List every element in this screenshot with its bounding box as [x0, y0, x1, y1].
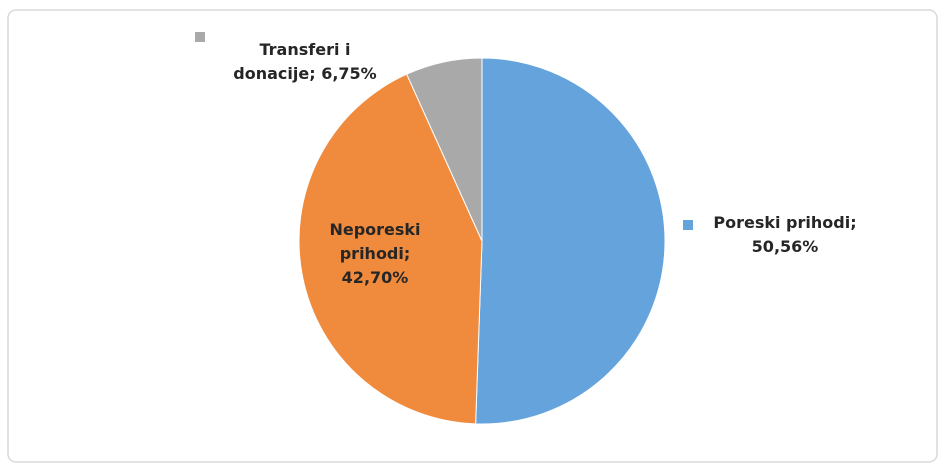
data-label: Poreski prihodi; 50,56%: [700, 211, 870, 259]
data-label: Transferi i donacije; 6,75%: [220, 38, 390, 86]
label-separator: ;: [309, 64, 316, 83]
pie-slice: [298, 73, 483, 425]
data-label: Neporeski prihodi; 42,70%: [320, 218, 430, 290]
pie-slice: [406, 57, 483, 242]
pie-slice: [475, 57, 666, 425]
value-label: 6,75%: [321, 64, 377, 83]
value-label: 50,56%: [751, 237, 819, 256]
legend-marker: [683, 220, 693, 230]
legend-marker: [195, 32, 205, 42]
label-separator: ;: [850, 213, 857, 232]
category-name: Neporeski prihodi: [329, 220, 421, 263]
value-label: 42,70%: [341, 268, 409, 287]
category-name: Poreski prihodi: [713, 213, 851, 232]
label-separator: ;: [403, 244, 411, 263]
category-name: Transferi i donacije: [233, 40, 351, 83]
